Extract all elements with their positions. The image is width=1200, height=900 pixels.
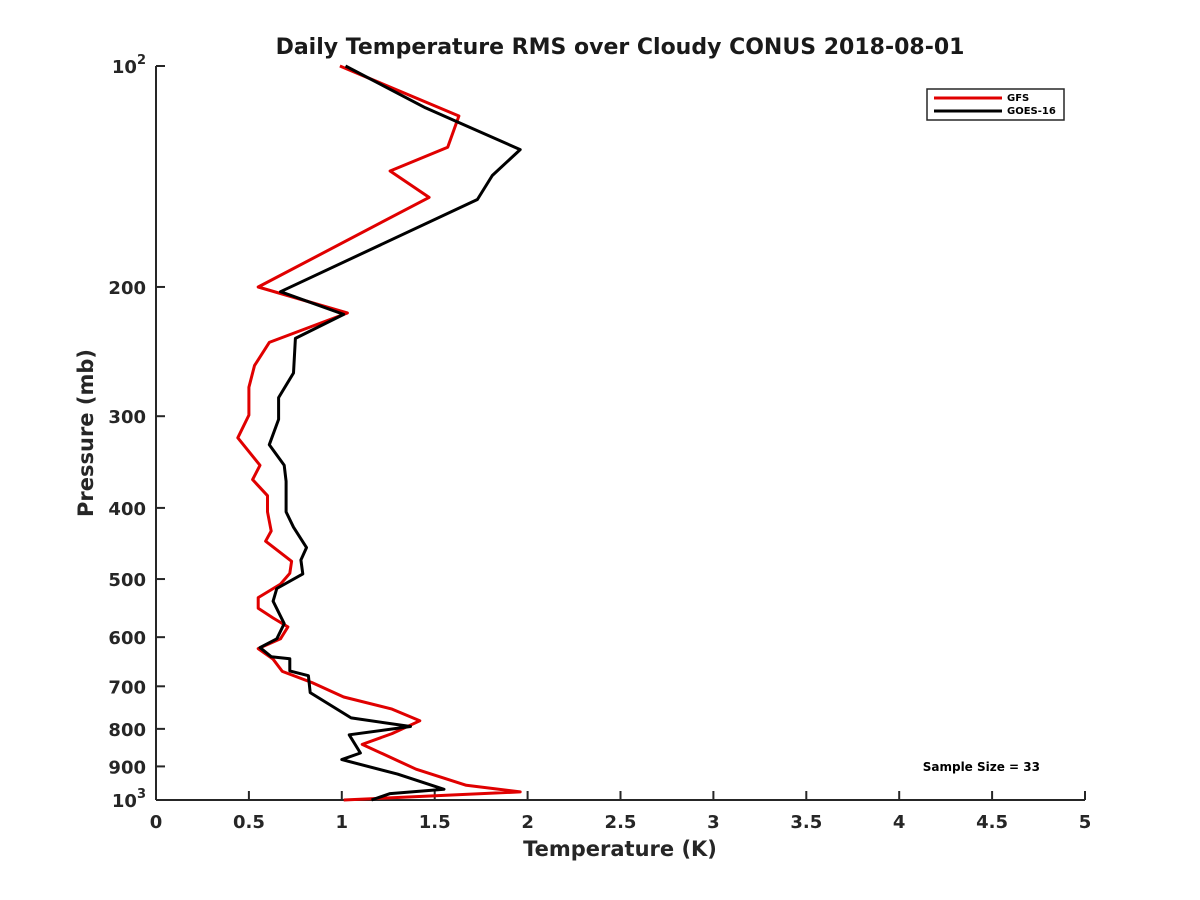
- y-ticks: 102 200 300 400 500 600 700 800 900 103: [108, 53, 165, 812]
- axes: [155, 66, 1085, 801]
- y-tick-label: 102: [112, 53, 146, 78]
- y-tick-label: 600: [108, 628, 146, 649]
- y-tick-label: 800: [108, 720, 146, 741]
- x-tick-label: 2: [521, 812, 534, 833]
- y-tick-label: 300: [108, 407, 146, 428]
- x-ticks: 0 0.5 1 1.5 2 2.5 3 3.5 4 4.5 5: [150, 791, 1092, 833]
- x-tick-label: 5: [1079, 812, 1092, 833]
- legend-label-goes-16: GOES-16: [1007, 106, 1056, 117]
- legend-label-gfs: GFS: [1007, 93, 1029, 104]
- chart-title: Daily Temperature RMS over Cloudy CONUS …: [276, 35, 965, 60]
- y-tick-label: 900: [108, 757, 146, 778]
- series-group: [236, 64, 522, 802]
- series-line-goes-16: [258, 64, 522, 802]
- x-tick-label: 3: [707, 812, 720, 833]
- y-axis-label: Pressure (mb): [74, 349, 98, 517]
- y-tick-label: 500: [108, 570, 146, 591]
- y-tick-label: 103: [112, 787, 146, 812]
- y-tick-label: 200: [108, 278, 146, 299]
- x-tick-label: 2.5: [605, 812, 637, 833]
- x-axis-label: Temperature (K): [523, 837, 717, 861]
- y-tick-label: 700: [108, 677, 146, 698]
- x-tick-label: 3.5: [790, 812, 822, 833]
- x-tick-label: 0: [150, 812, 163, 833]
- x-tick-label: 4: [893, 812, 906, 833]
- series-line-gfs: [236, 64, 522, 802]
- legend: GFS GOES-16: [926, 88, 1065, 121]
- x-tick-label: 4.5: [976, 812, 1008, 833]
- x-tick-label: 1: [336, 812, 349, 833]
- legend-box: [926, 88, 1065, 121]
- x-tick-label: 1.5: [419, 812, 451, 833]
- y-tick-label: 400: [108, 499, 146, 520]
- x-tick-label: 0.5: [233, 812, 265, 833]
- sample-size-annotation: Sample Size = 33: [923, 760, 1040, 774]
